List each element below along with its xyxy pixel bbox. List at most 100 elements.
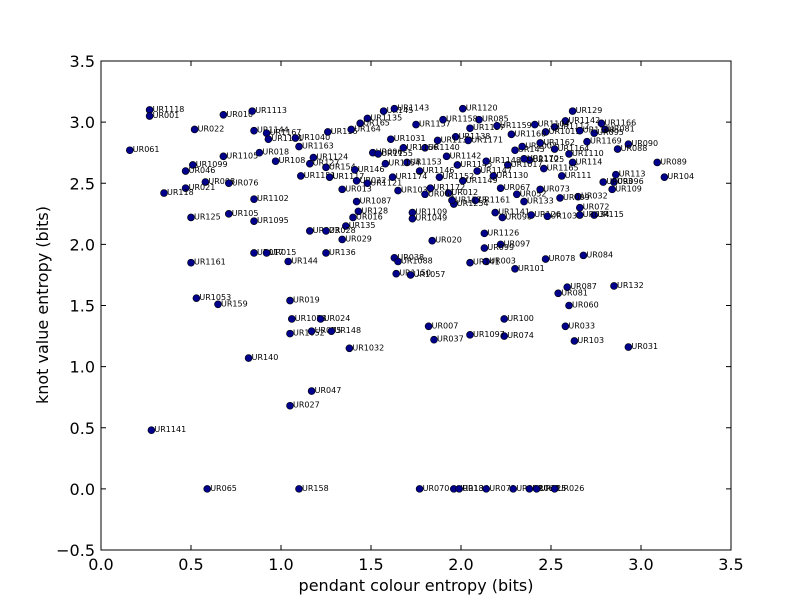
point-label: UR078 bbox=[549, 254, 576, 263]
point-label: UR1146 bbox=[423, 166, 455, 175]
point-label: UR140 bbox=[252, 353, 279, 362]
point-label: UR1159 bbox=[500, 121, 532, 130]
x-tick-label: 2.0 bbox=[448, 555, 473, 574]
point-label: UR060 bbox=[572, 301, 599, 310]
data-point bbox=[305, 159, 314, 168]
point-label: UR104 bbox=[667, 172, 694, 181]
point-label: UR133 bbox=[527, 197, 554, 206]
point-label: UR095 bbox=[597, 128, 624, 137]
point-label: UR128 bbox=[361, 206, 388, 215]
data-point bbox=[430, 335, 438, 344]
point-label: UR061 bbox=[428, 189, 455, 198]
point-label: UR1099 bbox=[196, 160, 228, 169]
data-point bbox=[509, 485, 518, 493]
y-tick-label: 0.0 bbox=[70, 480, 95, 499]
data-point bbox=[426, 184, 435, 192]
data-point bbox=[554, 289, 563, 298]
point-label: UR100 bbox=[507, 314, 534, 323]
point-label: UR1166 bbox=[604, 118, 636, 127]
data-point bbox=[322, 163, 330, 172]
point-label: UR1154 bbox=[388, 159, 420, 168]
point-label: UR073 bbox=[543, 184, 570, 193]
point-label: UR1145 bbox=[460, 160, 492, 169]
data-point bbox=[255, 148, 264, 157]
point-label: UR1147 bbox=[480, 166, 512, 175]
point-label: UR1110 bbox=[572, 149, 604, 158]
data-point bbox=[394, 257, 402, 266]
point-label: UR132 bbox=[617, 281, 644, 290]
data-point bbox=[557, 172, 566, 180]
x-tick-label: 1.0 bbox=[268, 555, 293, 574]
data-point bbox=[187, 258, 195, 267]
point-label: UR1130 bbox=[496, 171, 528, 180]
data-point bbox=[307, 327, 316, 335]
data-point bbox=[225, 179, 233, 188]
data-point bbox=[248, 107, 256, 115]
data-point bbox=[323, 128, 332, 136]
data-point bbox=[250, 126, 258, 135]
data-point bbox=[482, 157, 491, 166]
point-label: UR1170 bbox=[527, 154, 559, 163]
point-label: UR026 bbox=[558, 484, 585, 493]
data-point bbox=[575, 203, 584, 212]
data-point bbox=[250, 249, 258, 257]
data-point bbox=[613, 145, 622, 153]
point-label: UR127 bbox=[313, 159, 340, 168]
data-point bbox=[291, 134, 300, 142]
point-label: UR136 bbox=[329, 248, 356, 257]
x-tick-label: 0.5 bbox=[178, 555, 203, 574]
point-label: UR037 bbox=[437, 335, 464, 344]
point-label: UR015 bbox=[270, 248, 297, 257]
data-point bbox=[550, 145, 559, 153]
point-label: UR085 bbox=[482, 115, 509, 124]
data-point bbox=[568, 107, 577, 115]
point-label: UR1163 bbox=[302, 142, 334, 151]
data-point bbox=[322, 227, 330, 235]
data-point bbox=[590, 129, 599, 137]
data-point bbox=[451, 132, 460, 141]
y-tick-label: 0.5 bbox=[70, 419, 95, 438]
data-point bbox=[466, 124, 474, 133]
point-label: UR009 bbox=[563, 193, 590, 202]
point-label: UR1032 bbox=[352, 343, 384, 352]
point-label: UR1088 bbox=[401, 256, 433, 265]
data-point bbox=[541, 255, 550, 263]
point-label: UR099 bbox=[487, 243, 514, 252]
data-point bbox=[466, 331, 474, 339]
data-point bbox=[511, 265, 519, 273]
point-label: UR020 bbox=[435, 236, 462, 245]
x-tick-label: 3.5 bbox=[718, 555, 743, 574]
point-label: UR1144 bbox=[257, 126, 289, 135]
data-point bbox=[147, 426, 156, 434]
data-point bbox=[543, 212, 552, 221]
data-point bbox=[424, 322, 433, 331]
point-label: UR1149 bbox=[466, 176, 498, 185]
point-label: UR113 bbox=[619, 170, 646, 179]
data-point bbox=[611, 170, 620, 179]
data-point bbox=[565, 301, 573, 310]
data-point bbox=[187, 213, 195, 222]
data-point bbox=[350, 166, 359, 174]
data-point bbox=[464, 136, 473, 145]
point-label: UR1095 bbox=[257, 216, 289, 225]
point-label: UR145 bbox=[518, 145, 545, 154]
point-label: UR1135 bbox=[370, 113, 402, 122]
data-point bbox=[435, 173, 444, 181]
data-point bbox=[496, 184, 505, 192]
data-point bbox=[388, 173, 397, 181]
point-label: UR103 bbox=[577, 336, 604, 345]
data-point bbox=[601, 125, 609, 134]
data-point bbox=[307, 387, 316, 395]
point-label: UR1125 bbox=[532, 155, 564, 164]
point-label: UR148 bbox=[334, 326, 361, 335]
point-label: UR022 bbox=[198, 124, 225, 133]
data-point bbox=[363, 179, 372, 188]
data-point bbox=[250, 195, 258, 203]
data-point bbox=[219, 110, 228, 119]
point-label: UR125 bbox=[194, 212, 221, 221]
point-label: UR135 bbox=[349, 221, 376, 230]
data-point bbox=[433, 136, 442, 145]
data-point bbox=[145, 112, 154, 120]
data-point bbox=[352, 197, 361, 206]
data-point bbox=[480, 244, 489, 252]
